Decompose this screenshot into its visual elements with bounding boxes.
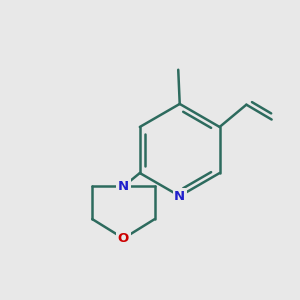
Text: N: N bbox=[118, 180, 129, 193]
Text: O: O bbox=[118, 232, 129, 245]
Text: N: N bbox=[174, 190, 185, 202]
